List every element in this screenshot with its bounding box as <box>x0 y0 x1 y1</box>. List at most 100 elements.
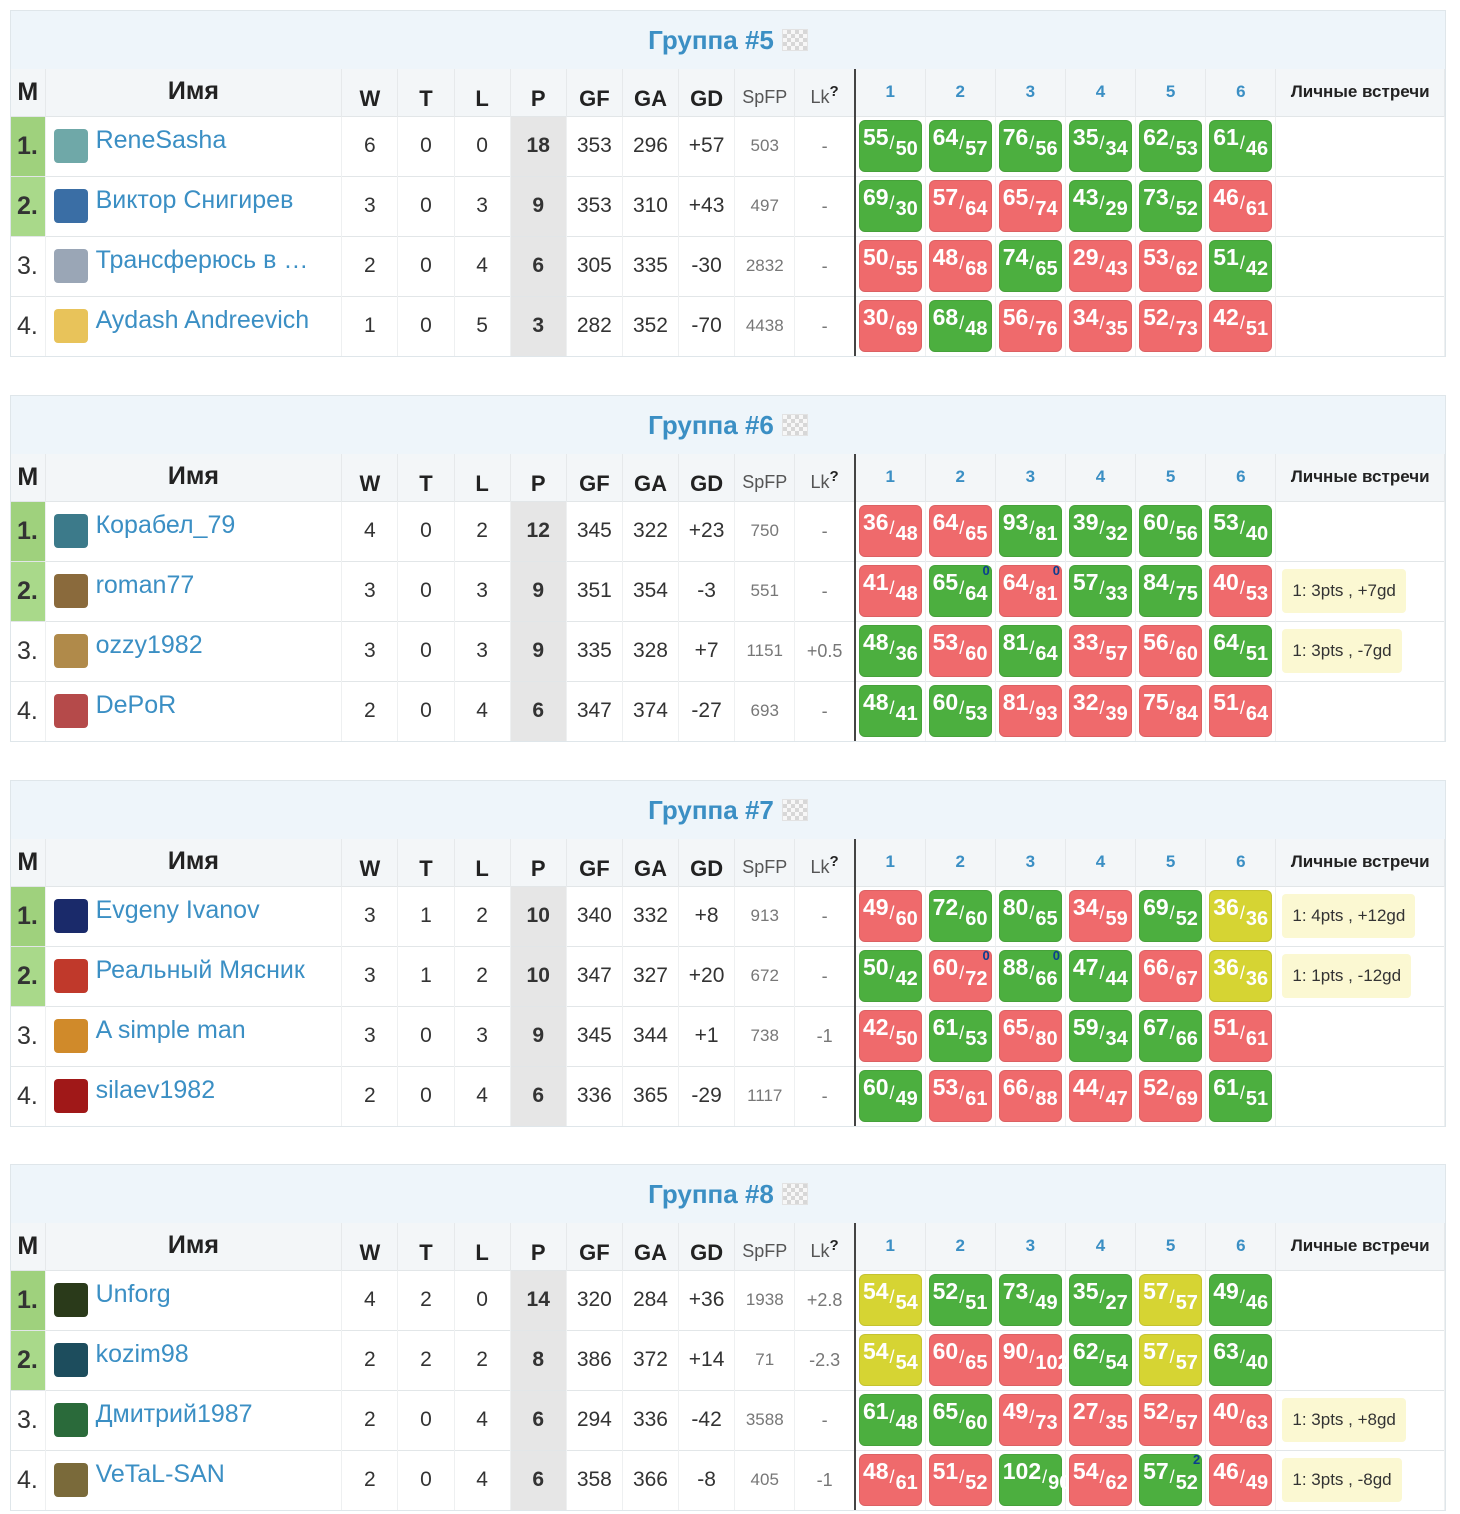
match-score-loss[interactable]: 53/60 <box>928 625 992 677</box>
bracket-icon[interactable] <box>781 29 808 51</box>
match-score-win[interactable]: 73/52 <box>1139 180 1203 232</box>
player-name-link[interactable]: Evgeny Ivanov <box>95 895 260 924</box>
avatar[interactable] <box>53 1019 88 1053</box>
avatar[interactable] <box>53 1463 88 1498</box>
match-score-win[interactable]: 61/53 <box>928 1010 992 1062</box>
match-score-loss[interactable]: 51/61 <box>1209 1010 1273 1062</box>
avatar[interactable] <box>53 1403 88 1437</box>
match-score-win[interactable]: 72/60 <box>928 890 992 942</box>
match-score-loss[interactable]: 60/72 0 <box>928 948 992 1002</box>
match-score-win[interactable]: 93/81 <box>998 505 1062 557</box>
match-score-loss[interactable]: 42/51 <box>1209 300 1273 353</box>
match-score-loss[interactable]: 57/64 <box>928 180 992 232</box>
match-score-loss[interactable]: 33/57 <box>1068 625 1133 677</box>
group-title[interactable]: Группа #8 <box>11 1165 1445 1223</box>
match-score-win[interactable]: 64/57 <box>928 120 992 172</box>
match-score-win[interactable]: 49/46 <box>1209 1274 1273 1326</box>
match-score-win[interactable]: 67/66 <box>1139 1010 1203 1062</box>
match-score-loss[interactable]: 34/59 <box>1068 890 1133 942</box>
bracket-icon[interactable] <box>781 414 808 436</box>
match-score-win[interactable]: 63/40 <box>1209 1334 1273 1386</box>
match-score-loss[interactable]: 56/76 <box>998 300 1062 353</box>
match-score-win[interactable]: 39/32 <box>1068 505 1133 557</box>
match-score-win[interactable]: 60/56 <box>1139 505 1203 557</box>
match-score-loss[interactable]: 41/48 <box>858 565 922 617</box>
match-score-win[interactable]: 68/48 <box>928 300 992 353</box>
match-score-loss[interactable]: 42/50 <box>858 1010 922 1062</box>
match-score-win[interactable]: 88/66 0 <box>998 948 1062 1002</box>
match-score-loss[interactable]: 54/62 <box>1068 1454 1133 1507</box>
match-score-draw[interactable]: 54/54 <box>858 1334 922 1386</box>
match-score-win[interactable]: 69/52 <box>1139 890 1203 942</box>
match-score-loss[interactable]: 49/73 <box>998 1394 1062 1446</box>
avatar[interactable] <box>53 634 88 668</box>
player-name-link[interactable]: Дмитрий1987 <box>95 1399 253 1428</box>
match-score-loss[interactable]: 52/69 <box>1139 1070 1203 1123</box>
match-score-win[interactable]: 43/29 <box>1068 180 1133 232</box>
match-score-win[interactable]: 102/90 <box>998 1454 1070 1507</box>
help-icon[interactable]: ? <box>829 82 839 100</box>
group-title-text[interactable]: Группа #7 <box>648 795 774 825</box>
match-score-draw[interactable]: 54/54 <box>858 1274 922 1326</box>
match-score-win[interactable]: 65/64 0 <box>928 563 992 617</box>
avatar[interactable] <box>53 1343 88 1377</box>
match-score-loss[interactable]: 64/65 <box>928 505 992 557</box>
match-score-win[interactable]: 53/40 <box>1209 505 1273 557</box>
match-score-draw[interactable]: 36/36 <box>1209 890 1273 942</box>
group-title-text[interactable]: Группа #8 <box>648 1179 774 1209</box>
match-score-loss[interactable]: 51/52 <box>928 1454 992 1507</box>
match-score-loss[interactable]: 48/61 <box>858 1454 922 1507</box>
match-score-win[interactable]: 50/42 <box>858 950 922 1002</box>
match-score-loss[interactable]: 50/55 <box>858 240 922 292</box>
match-score-win[interactable]: 84/75 <box>1139 565 1203 617</box>
bracket-icon[interactable] <box>781 1183 808 1205</box>
group-title[interactable]: Группа #6 <box>11 396 1445 454</box>
match-score-loss[interactable]: 66/67 <box>1139 950 1203 1002</box>
group-title[interactable]: Группа #7 <box>11 781 1445 839</box>
match-score-win[interactable]: 60/53 <box>928 685 992 738</box>
match-score-win[interactable]: 59/34 <box>1068 1010 1133 1062</box>
match-score-loss[interactable]: 52/57 <box>1139 1394 1203 1446</box>
match-score-loss[interactable]: 34/35 <box>1068 300 1133 353</box>
match-score-win[interactable]: 76/56 <box>998 120 1062 172</box>
match-score-win[interactable]: 35/27 <box>1068 1274 1133 1326</box>
match-score-win[interactable]: 48/36 <box>858 625 922 677</box>
match-score-loss[interactable]: 36/48 <box>858 505 922 557</box>
match-score-win[interactable]: 73/49 <box>998 1274 1062 1326</box>
match-score-win[interactable]: 65/60 <box>928 1394 992 1446</box>
player-name-link[interactable]: VeTaL-SAN <box>95 1459 225 1488</box>
match-score-loss[interactable]: 48/68 <box>928 240 992 292</box>
avatar[interactable] <box>53 129 88 163</box>
match-score-loss[interactable]: 30/69 <box>858 300 922 353</box>
match-score-win[interactable]: 69/30 <box>858 180 922 232</box>
match-score-loss[interactable]: 52/73 <box>1139 300 1203 353</box>
match-score-win[interactable]: 35/34 <box>1068 120 1133 172</box>
match-score-loss[interactable]: 51/64 <box>1209 685 1273 738</box>
match-score-win[interactable]: 62/54 <box>1068 1334 1133 1386</box>
player-name-link[interactable]: Aydash Andreevich <box>95 305 310 334</box>
match-score-win[interactable]: 61/48 <box>858 1394 922 1446</box>
match-score-loss[interactable]: 40/63 <box>1209 1394 1273 1446</box>
avatar[interactable] <box>53 249 88 283</box>
match-score-win[interactable]: 52/51 <box>928 1274 992 1326</box>
match-score-loss[interactable]: 90/102 <box>998 1334 1069 1386</box>
help-icon[interactable]: ? <box>829 852 839 870</box>
match-score-loss[interactable]: 29/43 <box>1068 240 1133 292</box>
player-name-link[interactable]: Unforg <box>95 1279 171 1308</box>
match-score-draw[interactable]: 57/57 <box>1139 1334 1203 1386</box>
help-icon[interactable]: ? <box>829 1236 839 1254</box>
match-score-loss[interactable]: 53/61 <box>928 1070 992 1123</box>
group-title-text[interactable]: Группа #5 <box>648 25 774 55</box>
match-score-win[interactable]: 61/51 <box>1209 1070 1273 1123</box>
match-score-loss[interactable]: 65/74 <box>998 180 1062 232</box>
avatar[interactable] <box>53 574 88 608</box>
match-score-draw[interactable]: 57/57 <box>1139 1274 1203 1326</box>
match-score-loss[interactable]: 56/60 <box>1139 625 1203 677</box>
match-score-win[interactable]: 62/53 <box>1139 120 1203 172</box>
player-name-link[interactable]: ReneSasha <box>95 125 227 154</box>
match-score-loss[interactable]: 40/53 <box>1209 565 1273 617</box>
player-name-link[interactable]: Корабел_79 <box>95 510 236 539</box>
match-score-loss[interactable]: 46/61 <box>1209 180 1273 232</box>
match-score-loss[interactable]: 75/84 <box>1139 685 1203 738</box>
group-title-text[interactable]: Группа #6 <box>648 410 774 440</box>
